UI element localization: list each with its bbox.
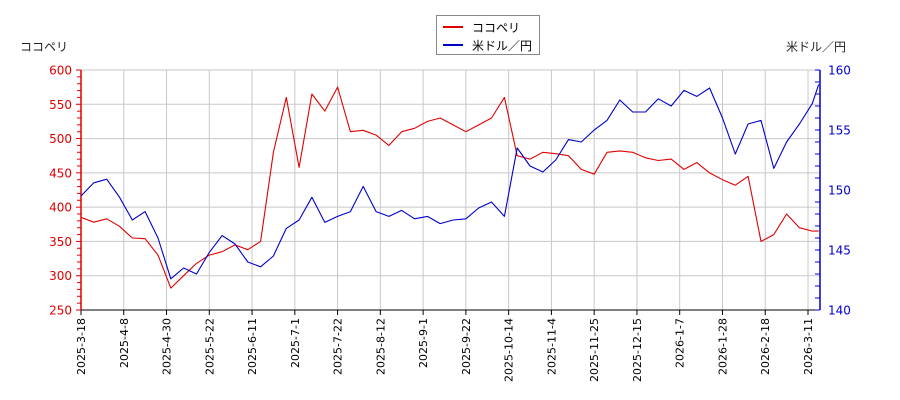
legend-swatch-red — [443, 26, 463, 28]
left-axis-label: 300 — [49, 269, 72, 283]
legend-label: 米ドル／円 — [472, 38, 533, 53]
x-tick-label: 2025-9-22 — [460, 318, 473, 375]
x-tick-label: 2026-2-18 — [759, 318, 772, 375]
right-axis-label: 160 — [828, 64, 851, 78]
left-axis-label: 450 — [49, 166, 72, 180]
x-tick-label: 2026-1-28 — [716, 318, 729, 375]
x-tick-label: 2025-4-8 — [118, 318, 131, 368]
x-tick-label: 2025-9-1 — [417, 318, 430, 368]
left-axis-label: 600 — [49, 64, 72, 78]
x-tick-label: 2025-10-14 — [503, 318, 516, 382]
x-tick-label: 2025-3-18 — [75, 318, 88, 375]
legend-swatch-blue — [443, 44, 463, 46]
right-axis-label: 155 — [828, 124, 851, 138]
left-axis-label: 550 — [49, 98, 72, 112]
legend-entry-usdjpy: 米ドル／円 — [443, 37, 532, 53]
legend-entry-kokopelli: ココペリ — [443, 19, 520, 35]
right-axis-label: 140 — [828, 304, 851, 318]
x-tick-label: 2026-3-11 — [802, 318, 815, 375]
x-tick-label: 2025-7-22 — [332, 318, 345, 375]
left-axis-label: 400 — [49, 201, 72, 215]
right-axis-title: 米ドル／円 — [786, 40, 847, 54]
series-line-usdjpy — [80, 84, 820, 280]
x-tick-label: 2025-5-22 — [203, 318, 216, 375]
right-axis-label: 150 — [828, 184, 851, 198]
x-tick-label: 2025-11-25 — [588, 318, 601, 382]
x-tick-label: 2025-4-30 — [161, 318, 174, 375]
x-tick-label: 2025-12-15 — [631, 318, 644, 382]
left-axis-label: 350 — [49, 235, 72, 249]
x-tick-label: 2025-6-11 — [246, 318, 259, 375]
series-line-kokopelli — [80, 86, 819, 289]
x-tick-label: 2026-1-7 — [674, 318, 687, 368]
left-axis-label: 500 — [49, 132, 72, 146]
x-tick-label: 2025-11-4 — [545, 318, 558, 375]
chart-legend: ココペリ 米ドル／円 — [436, 15, 540, 55]
left-axis-title: ココペリ — [20, 40, 69, 54]
x-tick-label: 2025-8-12 — [374, 318, 387, 375]
right-axis-label: 145 — [828, 244, 851, 258]
x-tick-label: 2025-7-1 — [289, 318, 302, 368]
left-axis-label: 250 — [49, 304, 72, 318]
legend-label: ココペリ — [472, 20, 521, 35]
